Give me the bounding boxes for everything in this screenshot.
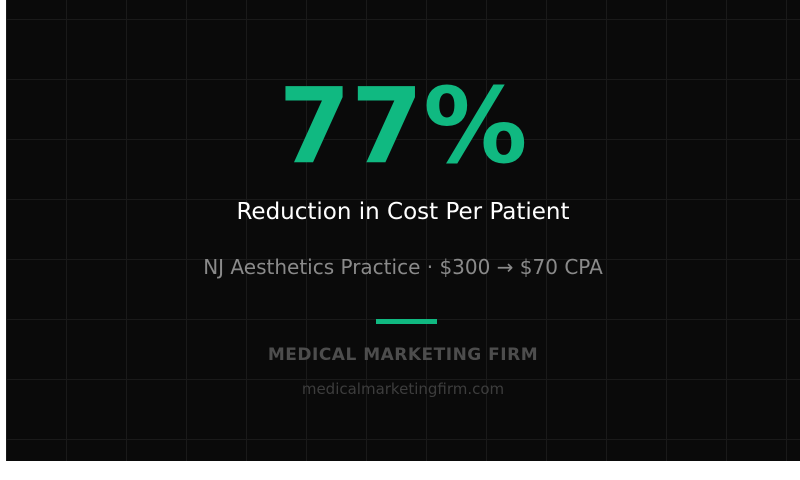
brand-url: medicalmarketingfirm.com — [301, 380, 505, 398]
stat-detail: NJ Aesthetics Practice · $300 → $70 CPA — [203, 255, 603, 279]
accent-divider — [376, 319, 437, 324]
stat-card: 77% Reduction in Cost Per Patient NJ Aes… — [6, 0, 800, 461]
brand-name: MEDICAL MARKETING FIRM — [267, 345, 539, 365]
stat-value: 77% — [278, 65, 528, 187]
stat-label: Reduction in Cost Per Patient — [236, 199, 570, 225]
